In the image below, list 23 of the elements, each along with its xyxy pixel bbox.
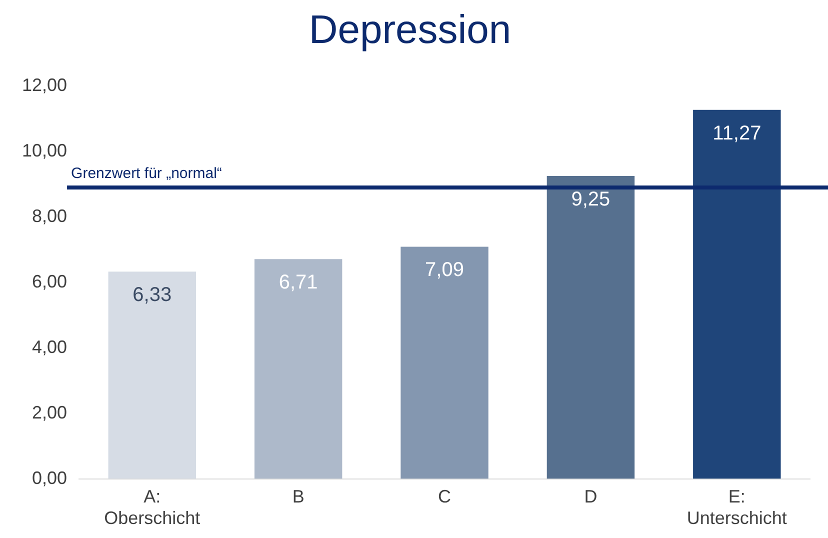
data-label: 6,33 [132, 284, 172, 306]
x-tick-label: D [584, 486, 598, 507]
x-tick-label: C [438, 486, 452, 507]
bar [254, 259, 342, 479]
data-label: 9,25 [571, 188, 610, 211]
data-label: 6,71 [278, 272, 318, 294]
bar [546, 176, 635, 479]
x-tick-label: B [292, 486, 304, 507]
y-tick-label: 8,00 [32, 206, 68, 226]
y-tick-label: 6,00 [32, 271, 68, 292]
x-tick-label: A: Oberschicht [104, 486, 200, 528]
y-tick-label: 0,00 [32, 468, 68, 488]
chart-title: Depression [308, 8, 512, 52]
data-label: 7,09 [425, 259, 464, 282]
data-label: 11,27 [712, 122, 762, 144]
y-tick-label: 12,00 [22, 74, 68, 95]
ref-line-label: Grenzwert für „normal“ [71, 165, 222, 182]
x-tick-label: E: Unterschicht [686, 486, 787, 528]
bar [400, 246, 488, 479]
y-tick-label: 10,00 [22, 140, 68, 160]
bar [693, 110, 781, 479]
y-tick-label: 4,00 [32, 336, 68, 357]
y-tick-label: 2,00 [32, 402, 68, 422]
